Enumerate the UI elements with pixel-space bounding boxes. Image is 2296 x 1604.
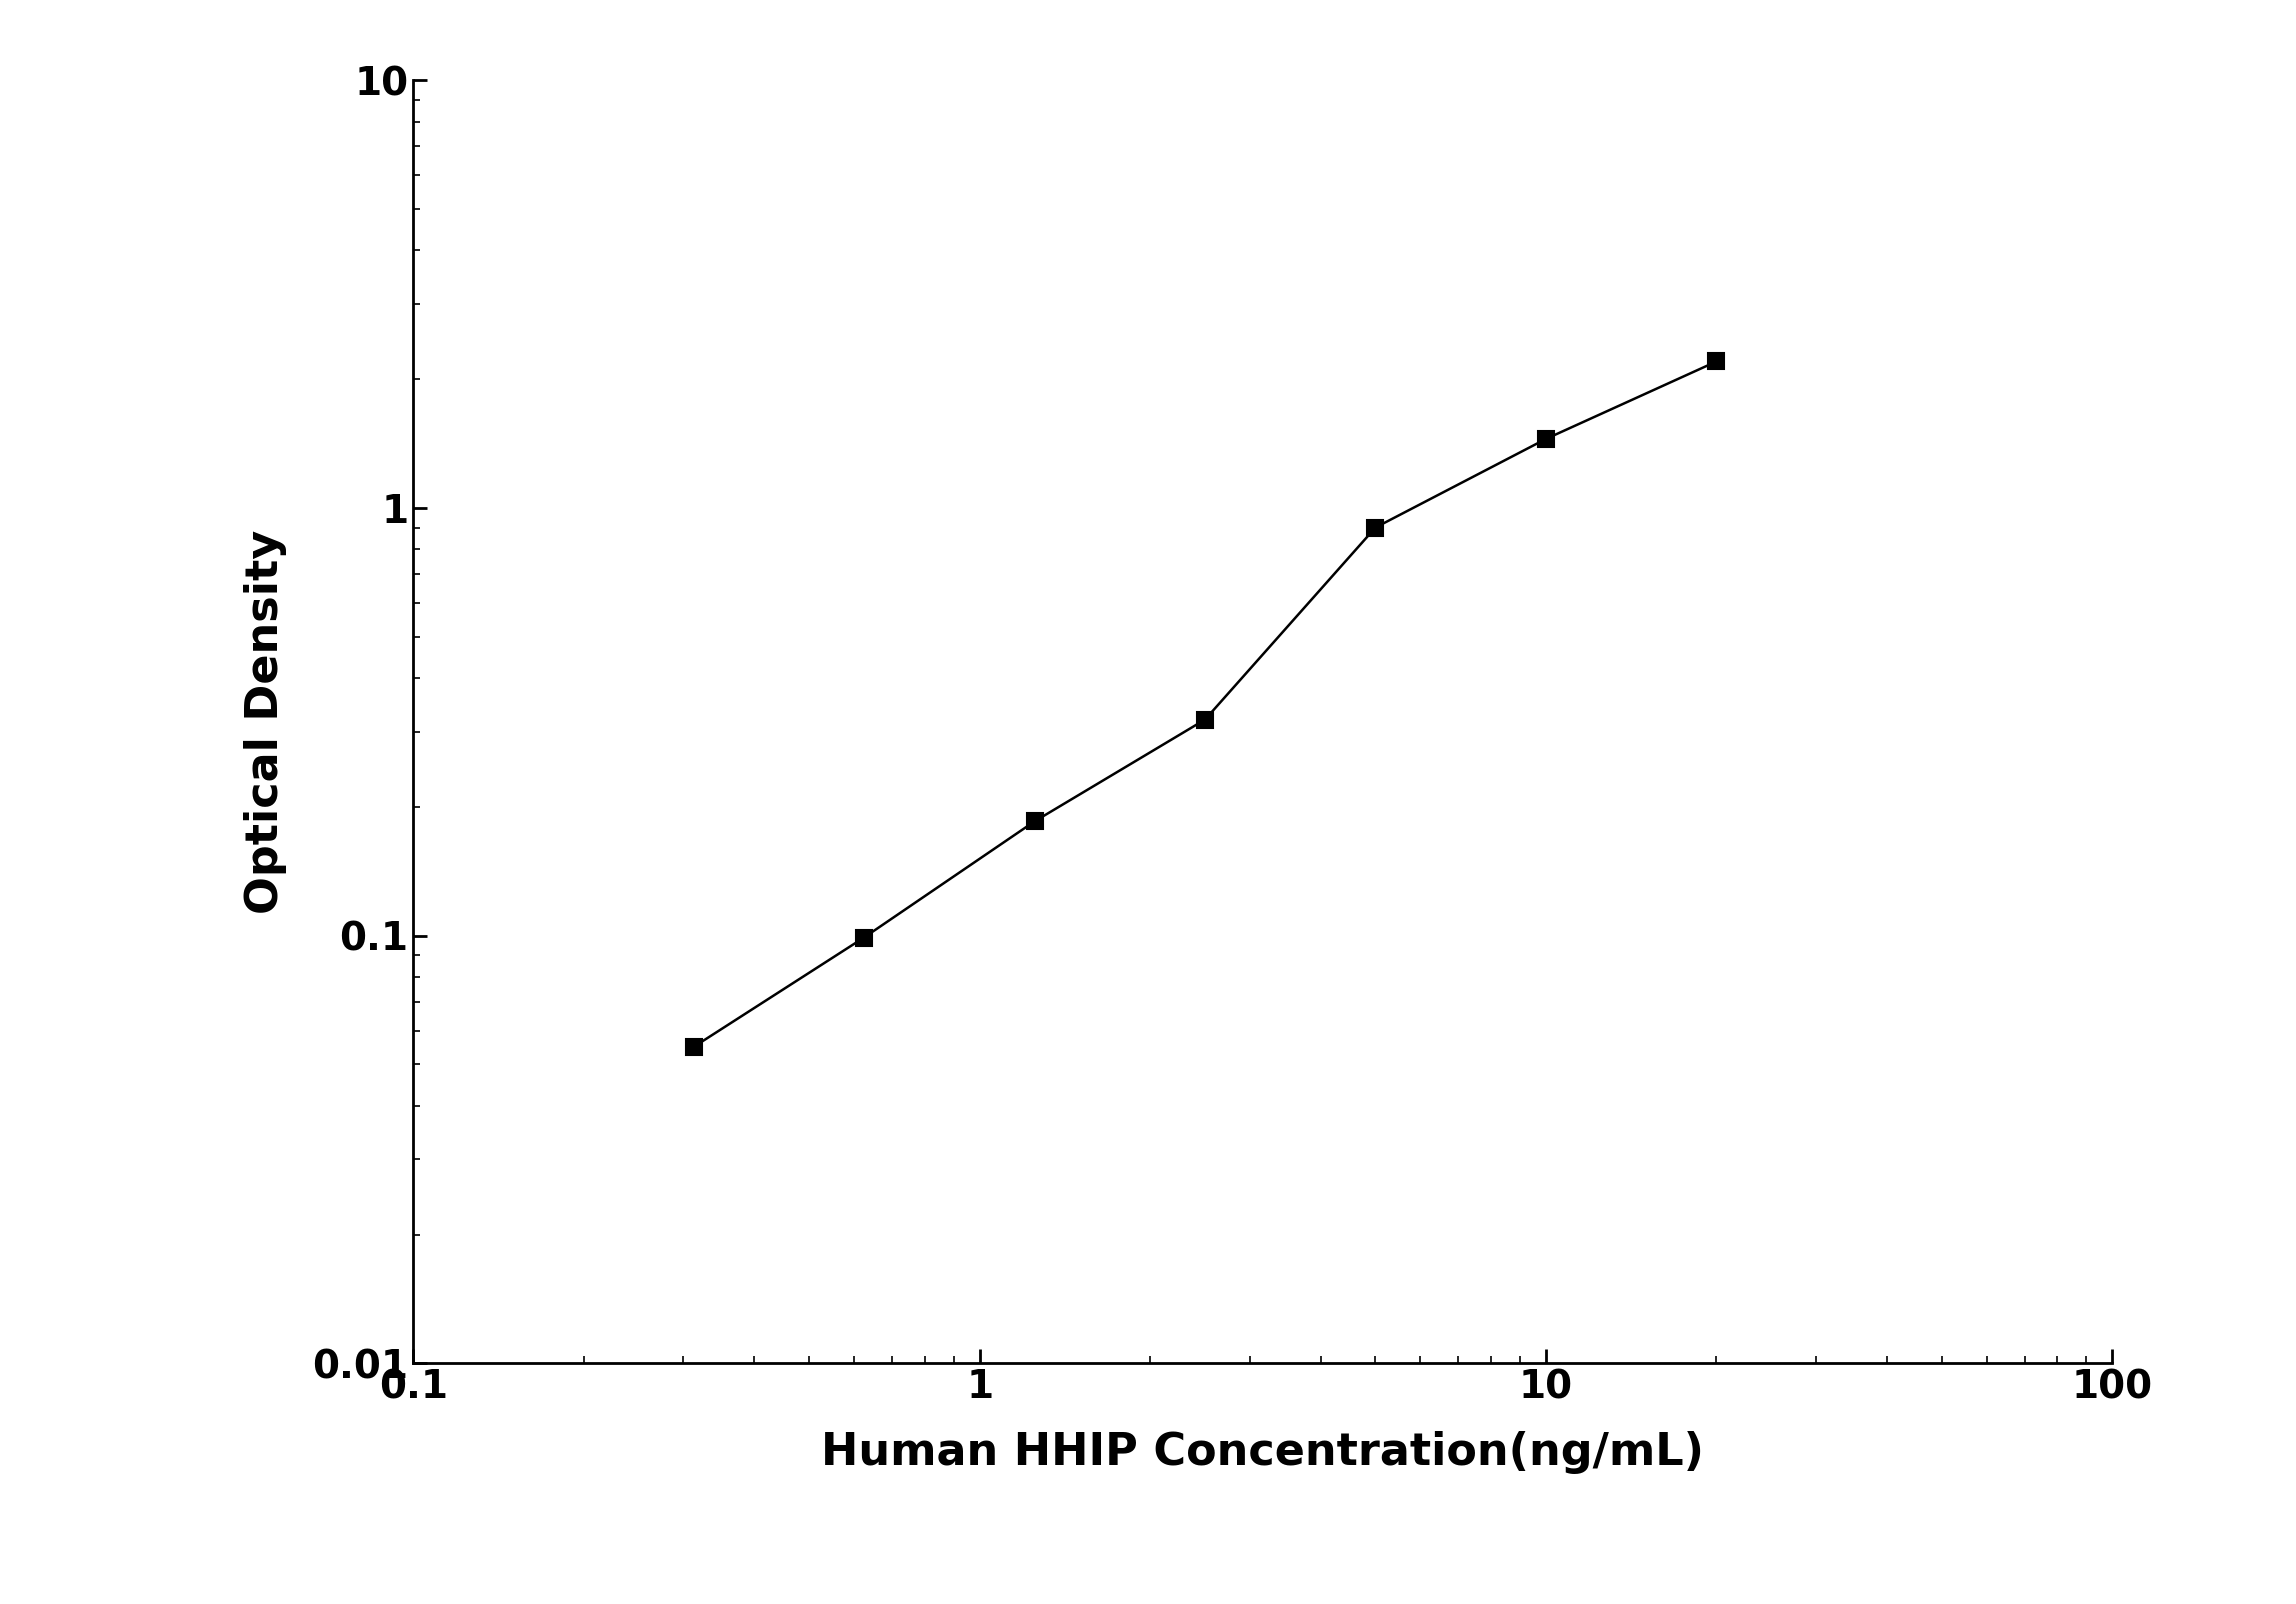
Y-axis label: Optical Density: Optical Density bbox=[243, 529, 287, 914]
X-axis label: Human HHIP Concentration(ng/mL): Human HHIP Concentration(ng/mL) bbox=[822, 1431, 1704, 1474]
